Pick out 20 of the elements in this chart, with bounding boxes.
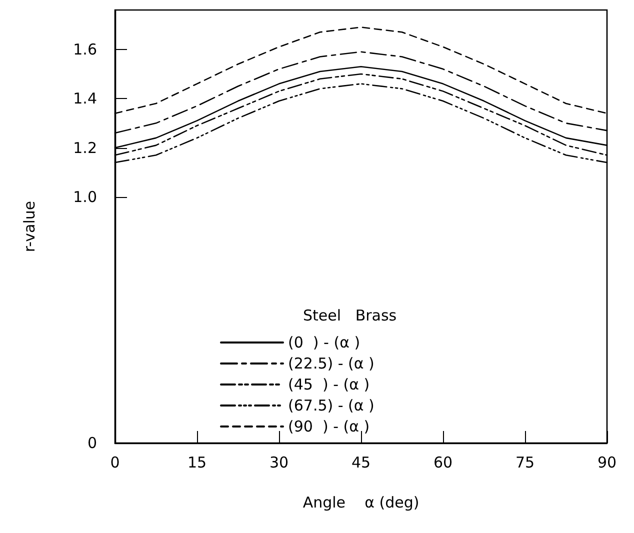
- x-tick-label: 0: [110, 454, 120, 472]
- x-axis-title: Angle α (deg): [302, 494, 420, 512]
- legend-title: Steel Brass: [303, 306, 397, 324]
- legend-label: (67.5) - (α ): [288, 396, 374, 414]
- legend-label: (0 ) - (α ): [288, 334, 360, 352]
- x-tick-label: 60: [433, 454, 453, 472]
- y-tick-label: 1.0: [73, 188, 97, 206]
- x-tick-label: 90: [597, 454, 617, 472]
- x-tick-label: 45: [351, 454, 371, 472]
- x-tick-label: 75: [515, 454, 535, 472]
- x-tick-label: 30: [269, 454, 289, 472]
- y-tick-label: 1.4: [73, 90, 97, 108]
- y-axis-title: r-value: [20, 200, 38, 252]
- legend-label: (45 ) - (α ): [288, 376, 370, 394]
- y-tick-label: 0: [87, 434, 97, 452]
- legend-label: (22.5) - (α ): [288, 354, 374, 372]
- legend-label: (90 ) - (α ): [288, 418, 370, 436]
- y-tick-label: 1.6: [73, 40, 97, 58]
- y-tick-label: 1.2: [73, 138, 97, 157]
- x-tick-label: 15: [187, 454, 207, 472]
